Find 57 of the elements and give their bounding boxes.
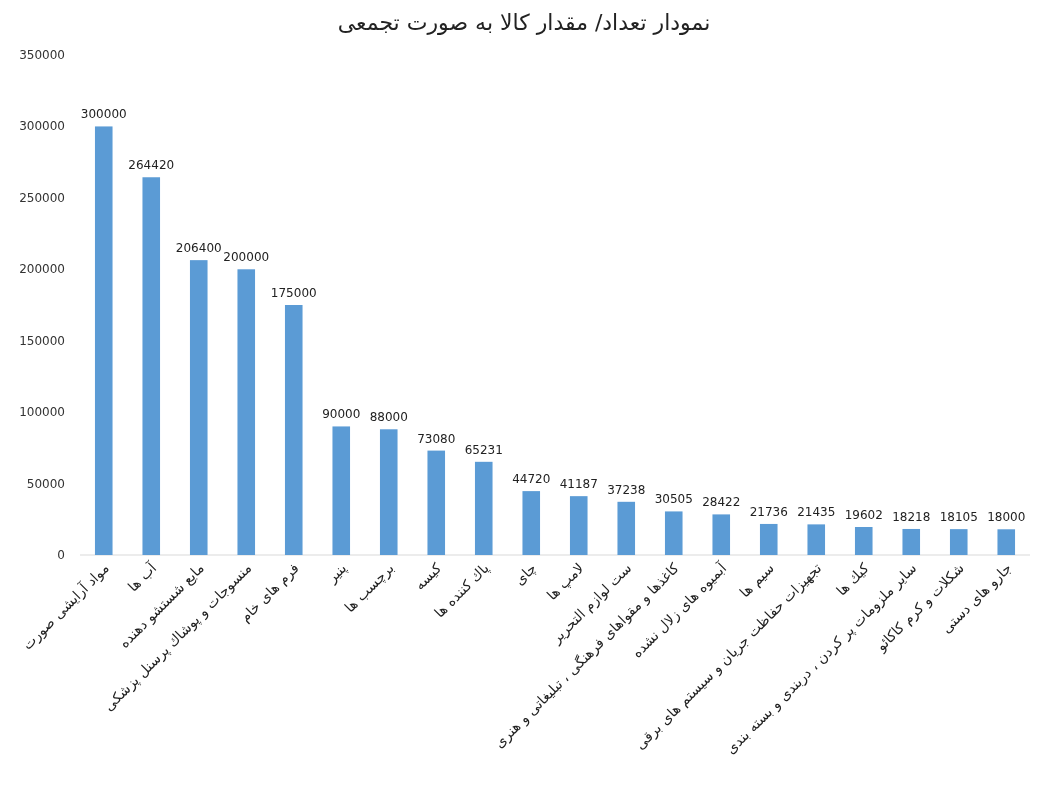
bar (284, 305, 303, 555)
bar (522, 491, 541, 555)
y-tick-label: 350000 (19, 48, 65, 62)
y-tick-label: 50000 (26, 476, 65, 491)
y-tick-label: 200000 (19, 262, 65, 277)
y-tick-label: 150000 (19, 333, 65, 348)
bar (712, 514, 731, 555)
data-label: 264420 (128, 158, 175, 173)
y-tick-label: 0 (57, 548, 65, 562)
bar (569, 496, 588, 555)
bar (332, 426, 351, 555)
x-tick-label: کیسه (411, 559, 445, 593)
x-tick-label: کیك ها (833, 559, 873, 599)
bar (142, 177, 161, 555)
bar (902, 528, 921, 555)
x-tick-label: چای (511, 559, 541, 589)
bar (474, 461, 493, 555)
chart-title: نمودار تعداد/ مقدار کالا به صورت تجمعی (337, 10, 711, 35)
data-label: 21736 (749, 504, 788, 519)
data-label: 206400 (175, 241, 222, 256)
data-label: 175000 (270, 286, 317, 300)
data-label: 300000 (80, 107, 127, 122)
data-label: 28422 (702, 495, 741, 510)
y-tick-label: 250000 (19, 190, 65, 205)
x-tick-label: سیم ها (736, 559, 778, 602)
bar (379, 429, 398, 555)
data-label: 73080 (417, 431, 456, 446)
data-label: 65231 (464, 442, 503, 457)
data-label: 18105 (939, 510, 978, 525)
bar (997, 529, 1016, 555)
data-label: 90000 (322, 407, 361, 422)
x-tick-label: مواد آرایشی صورت (18, 559, 113, 654)
x-tick-label: پنیر (323, 559, 351, 587)
data-label: 88000 (369, 410, 408, 425)
bar (807, 524, 826, 555)
data-label: 30505 (654, 492, 693, 507)
bar (94, 126, 113, 555)
bar (427, 450, 446, 555)
bar (237, 269, 256, 555)
data-label: 41187 (559, 477, 598, 492)
bar (189, 260, 208, 555)
bar (949, 529, 968, 555)
data-label: 18218 (892, 509, 931, 524)
data-label: 44720 (512, 472, 551, 487)
x-tick-label: آب ها (124, 559, 161, 595)
x-tick-label: لامپ ها (543, 559, 588, 604)
bar (854, 527, 873, 555)
data-label: 37238 (607, 482, 646, 497)
data-label: 18000 (987, 510, 1026, 525)
y-tick-label: 100000 (19, 405, 65, 420)
data-label: 200000 (223, 250, 270, 265)
bar (617, 501, 636, 555)
bar (664, 511, 683, 555)
y-tick-label: 300000 (19, 119, 65, 134)
bar (759, 523, 778, 555)
data-label: 19602 (844, 508, 883, 522)
data-label: 21435 (797, 505, 836, 520)
